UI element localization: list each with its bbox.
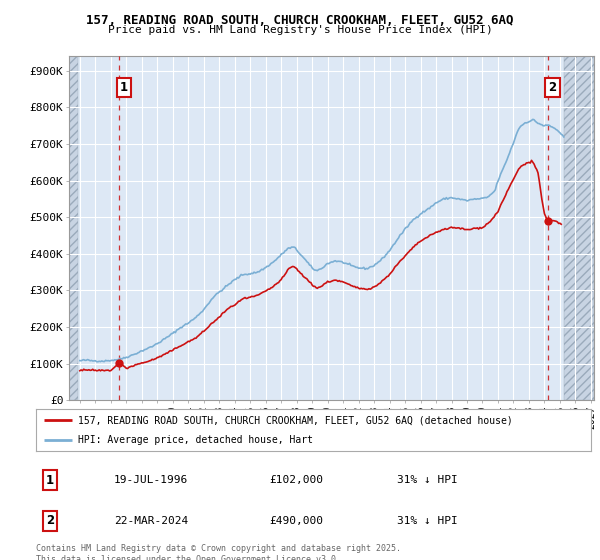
- Text: 22-MAR-2024: 22-MAR-2024: [114, 516, 188, 526]
- Text: 2: 2: [548, 81, 557, 94]
- Text: 157, READING ROAD SOUTH, CHURCH CROOKHAM, FLEET, GU52 6AQ (detached house): 157, READING ROAD SOUTH, CHURCH CROOKHAM…: [77, 415, 512, 425]
- Text: £102,000: £102,000: [269, 475, 323, 485]
- Text: 1: 1: [120, 81, 128, 94]
- Text: 31% ↓ HPI: 31% ↓ HPI: [397, 516, 458, 526]
- Text: HPI: Average price, detached house, Hart: HPI: Average price, detached house, Hart: [77, 435, 313, 445]
- Text: £490,000: £490,000: [269, 516, 323, 526]
- Text: 1: 1: [46, 474, 54, 487]
- Bar: [564, 56, 594, 400]
- Text: 2: 2: [46, 514, 54, 528]
- Text: 19-JUL-1996: 19-JUL-1996: [114, 475, 188, 485]
- Text: Price paid vs. HM Land Registry's House Price Index (HPI): Price paid vs. HM Land Registry's House …: [107, 25, 493, 35]
- Text: 157, READING ROAD SOUTH, CHURCH CROOKHAM, FLEET, GU52 6AQ: 157, READING ROAD SOUTH, CHURCH CROOKHAM…: [86, 14, 514, 27]
- Bar: [69, 56, 78, 400]
- Text: Contains HM Land Registry data © Crown copyright and database right 2025.
This d: Contains HM Land Registry data © Crown c…: [36, 544, 401, 560]
- Text: 31% ↓ HPI: 31% ↓ HPI: [397, 475, 458, 485]
